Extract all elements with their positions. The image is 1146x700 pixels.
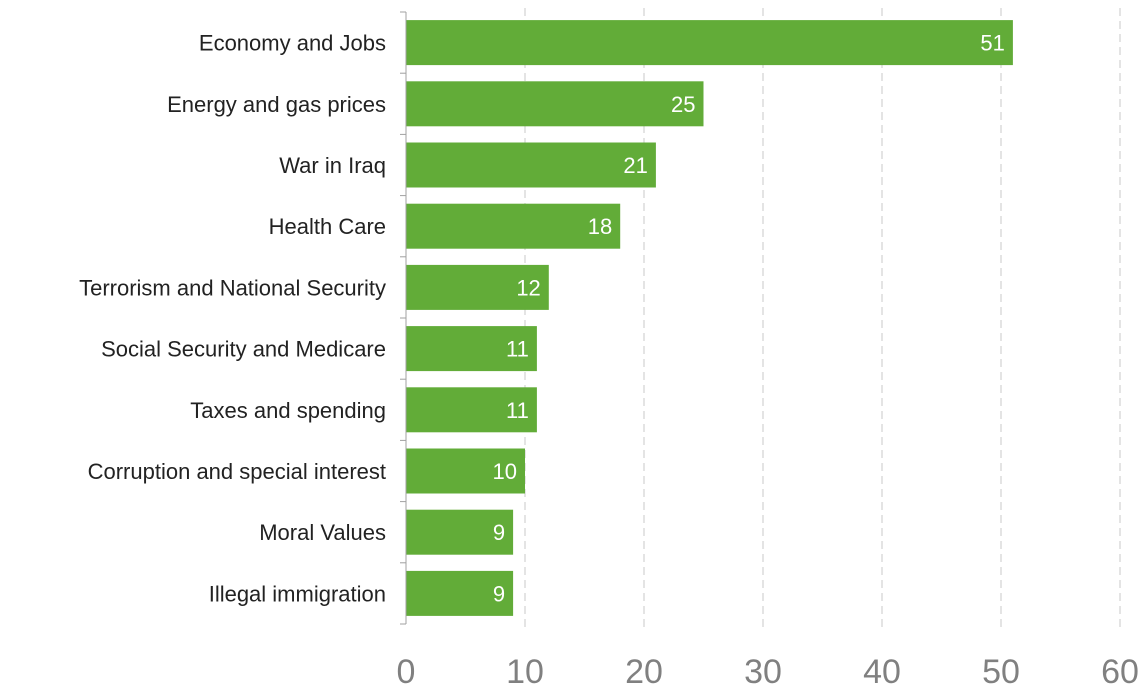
category-label-9: Illegal immigration (209, 581, 386, 606)
bar-value-label-5: 11 (506, 337, 529, 362)
bar-3 (406, 203, 621, 249)
bar-9 (406, 570, 514, 616)
bar-5 (406, 326, 537, 372)
x-tick-label-10: 10 (506, 653, 544, 691)
y-axis (400, 11, 407, 625)
bar-7 (406, 448, 525, 494)
category-label-7: Corruption and special interest (88, 459, 386, 484)
bar-value-label-2: 21 (623, 153, 647, 178)
category-label-2: War in Iraq (279, 153, 386, 178)
category-label-4: Terrorism and National Security (79, 275, 386, 300)
x-tick-label-30: 30 (744, 653, 782, 691)
bar-1 (406, 81, 704, 127)
bar-8 (406, 509, 514, 555)
category-label-0: Economy and Jobs (199, 31, 386, 56)
bar-6 (406, 387, 537, 433)
x-tick-label-40: 40 (863, 653, 901, 691)
bar-0 (406, 20, 1013, 66)
bar-value-label-7: 10 (493, 459, 517, 484)
category-label-6: Taxes and spending (190, 398, 386, 423)
category-labels: Economy and Jobs Energy and gas prices War… (79, 31, 386, 607)
bar-value-label-6: 11 (506, 398, 529, 423)
category-label-8: Moral Values (259, 520, 386, 545)
category-label-5: Social Security and Medicare (101, 337, 386, 362)
x-tick-label-50: 50 (982, 653, 1020, 691)
x-tick-label-60: 60 (1101, 653, 1139, 691)
bar-value-label-9: 9 (493, 581, 505, 606)
bar-4 (406, 264, 549, 310)
bar-value-label-0: 51 (980, 31, 1004, 56)
bar-value-label-1: 25 (671, 92, 695, 117)
category-label-3: Health Care (269, 214, 386, 239)
bar-2 (406, 142, 656, 188)
category-label-1: Energy and gas prices (167, 92, 386, 117)
bar-value-label-4: 12 (516, 275, 540, 300)
bars: 51 25 21 18 12 11 11 10 9 9 (406, 20, 1013, 616)
x-tick-label-0: 0 (397, 653, 416, 691)
bar-value-label-3: 18 (588, 214, 612, 239)
x-tick-labels: 0 10 20 30 40 50 60 (397, 653, 1139, 691)
x-tick-label-20: 20 (625, 653, 663, 691)
bar-value-label-8: 9 (493, 520, 505, 545)
